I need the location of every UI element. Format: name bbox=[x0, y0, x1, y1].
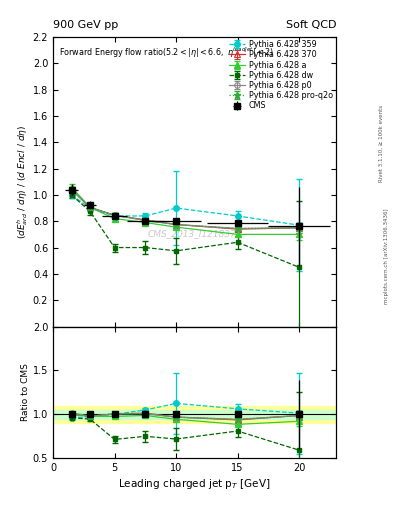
Bar bbox=[53, 406, 336, 423]
Text: Forward Energy flow ratio$(5.2 < |\eta| < 6.6,\ \eta^{leadjet}| < 2)$: Forward Energy flow ratio$(5.2 < |\eta| … bbox=[59, 46, 274, 60]
Text: Rivet 3.1.10, ≥ 100k events: Rivet 3.1.10, ≥ 100k events bbox=[379, 105, 384, 182]
Y-axis label: Ratio to CMS: Ratio to CMS bbox=[21, 364, 30, 421]
Text: 900 GeV pp: 900 GeV pp bbox=[53, 19, 118, 30]
Y-axis label: $(dE^h_{ard}\ /\ d\eta)\ /\ (d\ Encl\ /\ d\eta)$: $(dE^h_{ard}\ /\ d\eta)\ /\ (d\ Encl\ /\… bbox=[15, 124, 30, 239]
Text: Soft QCD: Soft QCD bbox=[286, 19, 336, 30]
Text: mcplots.cern.ch [arXiv:1306.3436]: mcplots.cern.ch [arXiv:1306.3436] bbox=[384, 208, 389, 304]
Legend: Pythia 6.428 359, Pythia 6.428 370, Pythia 6.428 a, Pythia 6.428 dw, Pythia 6.42: Pythia 6.428 359, Pythia 6.428 370, Pyth… bbox=[228, 39, 334, 111]
Text: CMS_2013_I1218372: CMS_2013_I1218372 bbox=[147, 229, 242, 239]
Bar bbox=[53, 410, 336, 419]
X-axis label: Leading charged jet p$_T$ [GeV]: Leading charged jet p$_T$ [GeV] bbox=[118, 477, 271, 492]
